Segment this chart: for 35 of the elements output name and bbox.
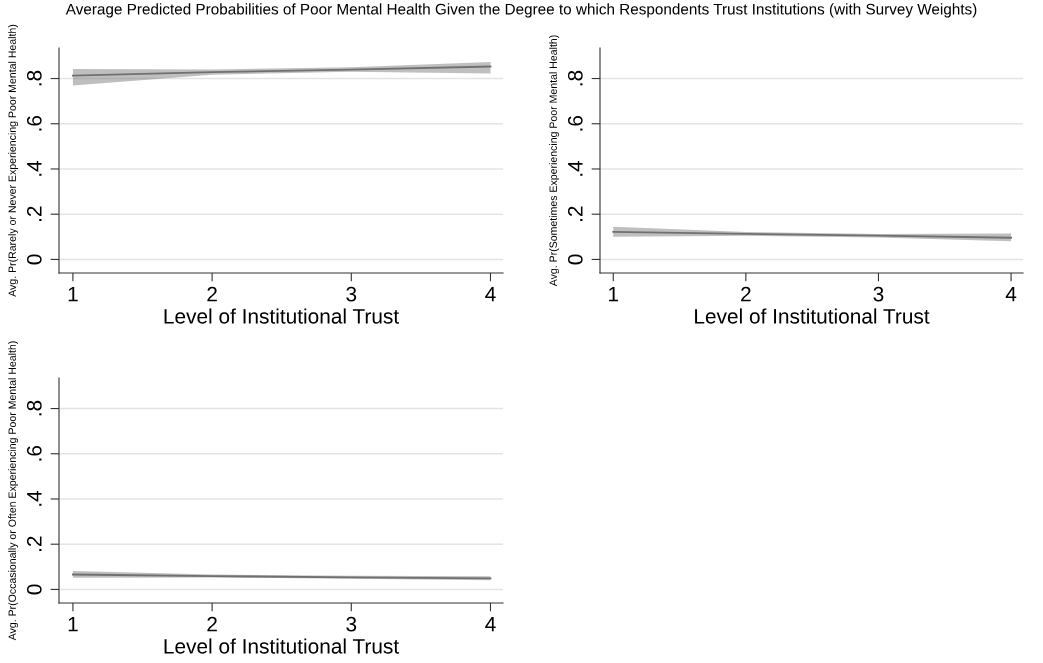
- line-series: [72, 65, 492, 77]
- x-axis-title: Level of Institutional Trust: [164, 308, 399, 324]
- x-tick-label: 1: [68, 286, 78, 302]
- y-tick-label: .4: [568, 160, 583, 176]
- chart-title: Average Predicted Probabilities of Poor Mental Health Given the Degree to which Respondents Trust Institutions (with Survey Weights): [65, 3, 977, 18]
- y-tick-label: .4: [27, 160, 42, 176]
- y-tick-label: .2: [567, 206, 583, 221]
- x-axis-title: Level of Institutional Trust: [164, 638, 399, 654]
- y-tick-label: .8: [26, 400, 42, 416]
- x-tick-label: 3: [873, 286, 884, 302]
- x-tick-label: 4: [485, 286, 496, 302]
- y-tick-label: 0: [26, 584, 42, 595]
- y-tick-label: 0: [26, 254, 42, 265]
- y-tick-label: .8: [26, 70, 42, 86]
- y-axis-title: Avg. Pr(Sometimes Experiencing Poor Mental Health): [549, 35, 560, 287]
- y-tick-label: .6: [26, 115, 42, 131]
- x-tick-label: 1: [609, 286, 619, 302]
- y-tick-label: .2: [26, 206, 42, 221]
- x-tick-label: 4: [1005, 286, 1017, 302]
- x-tick-label: 3: [346, 286, 357, 302]
- x-tick-label: 3: [346, 616, 357, 632]
- x-tick-label: 4: [485, 616, 496, 632]
- y-tick-label: .6: [567, 115, 583, 131]
- x-tick-label: 2: [741, 286, 751, 302]
- y-tick-label: .4: [27, 490, 42, 506]
- y-tick-label: .8: [567, 70, 583, 86]
- x-tick-label: 2: [207, 286, 217, 302]
- y-tick-label: .6: [26, 445, 42, 461]
- x-tick-label: 1: [68, 616, 78, 632]
- x-axis-title: Level of Institutional Trust: [695, 308, 930, 324]
- y-tick-label: .2: [26, 536, 42, 551]
- x-tick-label: 2: [207, 616, 217, 632]
- y-tick-label: 0: [567, 254, 583, 265]
- y-axis-title: Avg. Pr(Rarely or Never Experiencing Poor Mental Health): [8, 24, 19, 297]
- y-axis-title: Avg. Pr(Occasionally or Often Experiencing Poor Mental Health): [8, 341, 19, 641]
